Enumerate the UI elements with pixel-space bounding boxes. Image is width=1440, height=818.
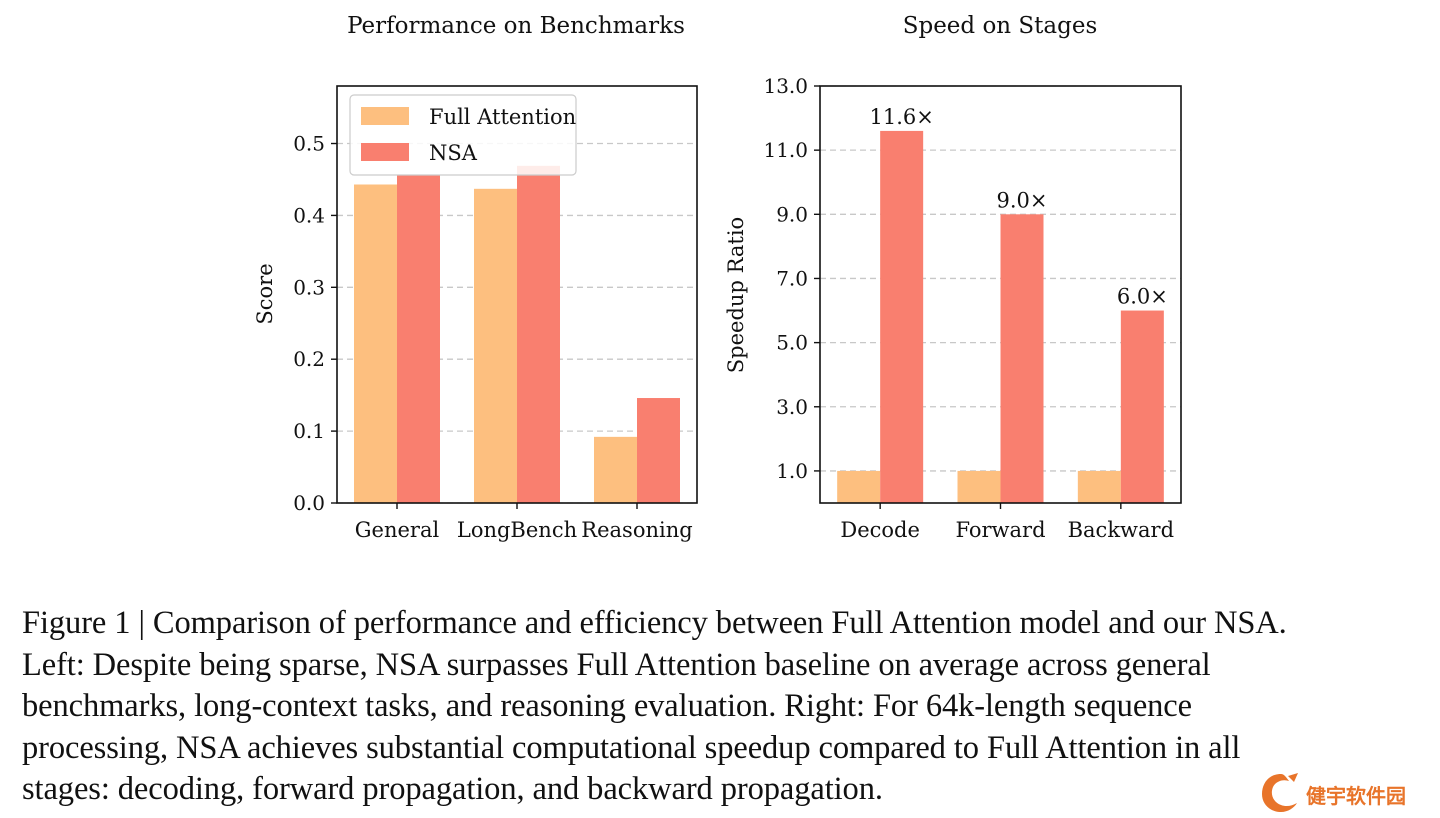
x-tick-label: Backward [1068,518,1174,542]
x-tick-label: Decode [840,518,920,542]
x-ticks: Decode Forward Backward [840,503,1174,542]
y-tick-label: 3.0 [776,395,808,419]
data-label: 11.6× [869,105,933,129]
y-tick-label: 1.0 [776,459,808,483]
y-ticks: 1.0 3.0 5.0 7.0 9.0 11.0 13.0 [763,74,820,483]
y-tick-label: 0.2 [293,347,325,371]
y-tick-label: 7.0 [776,266,808,290]
data-labels: 11.6× 9.0× 6.0× [869,105,1167,309]
caption-line: Left: Despite being sparse, NSA surpasse… [22,646,1211,683]
y-tick-label: 13.0 [763,74,808,98]
bar-full-attention [474,188,517,503]
x-tick-label: Forward [955,518,1045,542]
x-tick-label: General [355,518,440,542]
bars [354,165,680,503]
bar-nsa [880,130,924,503]
x-tick-label: Reasoning [581,518,692,542]
speed-chart: Speed on Stages Speedup Ratio 11.6× 9.0× 6… [724,13,1182,542]
legend-label-full-attention: Full Attention [429,105,576,129]
x-ticks: General LongBench Reasoning [355,503,693,542]
caption-line: Figure 1 | Comparison of performance and… [22,605,1287,641]
y-tick-label: 0.3 [293,275,325,299]
legend-swatch-nsa [361,143,409,161]
data-label: 9.0× [997,188,1048,212]
bar-full-attention [1077,470,1121,503]
legend-label-nsa: NSA [429,141,478,165]
watermark-text: 健宇软件园 [1306,784,1406,808]
bar-nsa [397,175,440,503]
y-tick-label: 0.1 [293,419,325,443]
y-axis-label: Speedup Ratio [724,217,748,373]
chart-title: Speed on Stages [903,13,1098,39]
y-tick-label: 11.0 [763,138,808,162]
bar-nsa [1000,214,1044,504]
bar-nsa [1120,310,1164,503]
bar-full-attention [957,470,1001,503]
bar-full-attention [594,436,637,503]
plot-frame [336,85,698,504]
legend-swatch-full-attention [361,107,409,125]
watermark-logo-icon [1262,773,1298,812]
y-tick-label: 0.4 [293,203,325,227]
caption-line: stages: decoding, forward propagation, a… [22,771,883,807]
data-label: 6.0× [1117,285,1168,309]
performance-chart: Performance on Benchmarks Score 0.00.10.… [253,13,698,542]
caption-line: benchmarks, long-context tasks, and reas… [22,688,1192,724]
bar-nsa [517,165,560,503]
y-tick-label: 0.5 [293,132,325,156]
y-tick-label: 0.0 [293,491,325,515]
watermark: 健宇软件园 [1258,770,1428,814]
y-tick-label: 5.0 [776,331,808,355]
bar-full-attention [837,470,881,503]
y-axis-label: Score [253,263,277,324]
plot-frame [819,85,1182,504]
x-tick-label: LongBench [457,518,577,542]
figure-caption: Figure 1 | Comparison of performance and… [22,603,1424,811]
bars [837,130,1164,504]
chart-title: Performance on Benchmarks [347,13,685,39]
bar-nsa [637,398,680,503]
legend: Full Attention NSA [349,94,577,176]
caption-line: processing, NSA achieves substantial com… [22,729,1241,766]
y-ticks: 0.0 0.1 0.2 0.3 0.4 0.5 [293,132,337,515]
y-tick-label: 9.0 [776,202,808,226]
bar-full-attention [354,184,397,503]
